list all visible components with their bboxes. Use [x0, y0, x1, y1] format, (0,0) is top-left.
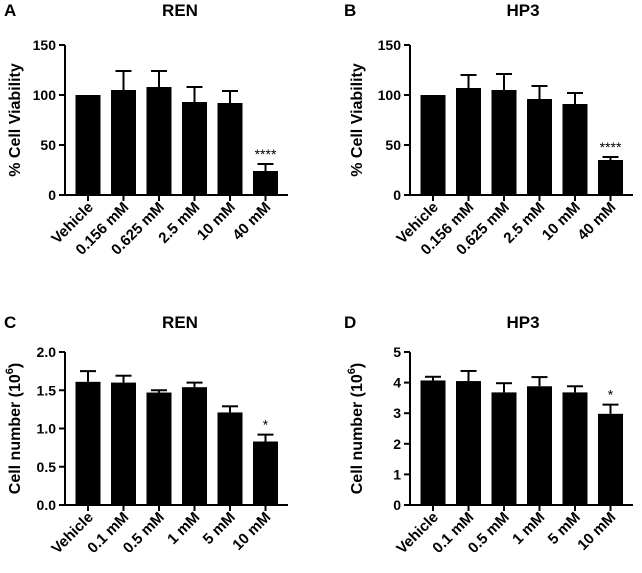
bar-0-1-mm [456, 381, 481, 505]
y-axis-label: % Cell Viability [7, 63, 24, 177]
y-tick-label: 50 [40, 137, 56, 153]
x-tick-label: 10 mM [194, 199, 239, 244]
y-axis-label: Cell number (106) [346, 363, 366, 494]
y-tick-label: 5 [393, 344, 401, 360]
chart-title: HP3 [506, 1, 539, 20]
chart-title: REN [162, 1, 198, 20]
panel-letter: B [344, 1, 356, 20]
bar-0-1-mm [111, 382, 136, 505]
x-tick-label: 10 mM [539, 199, 584, 244]
bar-2-5-mm [182, 102, 207, 195]
panel-letter: A [4, 1, 16, 20]
y-tick-label: 1.0 [37, 421, 57, 437]
y-tick-label: 1 [393, 466, 401, 482]
x-tick-label: 40 mM [574, 199, 619, 244]
y-axis-label: % Cell Viability [349, 63, 366, 177]
significance-marker: * [608, 387, 614, 403]
y-tick-label: 4 [393, 375, 401, 391]
bar-1-mm [182, 387, 207, 505]
bar-vehicle [420, 95, 446, 195]
bar-vehicle [420, 380, 446, 505]
y-tick-label: 50 [385, 137, 401, 153]
y-tick-label: 1.5 [37, 382, 57, 398]
chart-title: HP3 [506, 313, 539, 332]
bar-0-156-mm [456, 88, 481, 195]
x-tick-label: 1 mM [509, 509, 548, 548]
y-tick-label: 100 [33, 87, 57, 103]
significance-marker: **** [255, 146, 277, 162]
bar-2-5-mm [527, 99, 552, 195]
bar-0-625-mm [491, 90, 517, 195]
x-tick-label: 40 mM [229, 199, 274, 244]
bar-1-mm [527, 386, 552, 505]
panel-letter: C [4, 313, 16, 332]
bar-40-mm [253, 171, 278, 195]
x-tick-label: 10 mM [229, 509, 274, 554]
significance-marker: **** [600, 139, 622, 155]
y-tick-label: 2 [393, 436, 401, 452]
bar-0-625-mm [146, 87, 172, 195]
bar-5-mm [217, 412, 243, 505]
significance-marker: * [263, 417, 269, 433]
bar-vehicle [75, 381, 101, 505]
chart-panel-b: B HP3% Cell Viability050100150Vehicle0.15… [344, 1, 633, 259]
bar-10-mm [598, 413, 623, 505]
y-tick-label: 2.0 [37, 344, 57, 360]
chart-panel-a: A REN% Cell Viability050100150Vehicle0.15… [4, 1, 288, 259]
bar-10-mm [562, 104, 588, 195]
bar-0-156-mm [111, 90, 136, 195]
y-tick-label: 0 [393, 497, 401, 513]
chart-title: REN [162, 313, 198, 332]
bar-10-mm [217, 103, 243, 195]
x-tick-label: 10 mM [574, 509, 619, 554]
y-tick-label: 100 [378, 87, 402, 103]
y-tick-label: 150 [33, 37, 57, 53]
bar-vehicle [75, 95, 101, 195]
bar-40-mm [598, 160, 623, 195]
bar-0-5-mm [491, 392, 517, 505]
x-tick-label: 1 mM [164, 509, 203, 548]
y-axis-label: Cell number (106) [4, 363, 24, 494]
bar-10-mm [253, 441, 278, 505]
y-tick-label: 3 [393, 405, 401, 421]
panel-letter: D [344, 313, 356, 332]
bar-0-5-mm [146, 392, 172, 505]
y-tick-label: 0.0 [37, 497, 57, 513]
y-tick-label: 0.5 [37, 459, 57, 475]
y-tick-label: 0 [48, 187, 56, 203]
y-tick-label: 0 [393, 187, 401, 203]
y-tick-label: 150 [378, 37, 402, 53]
bar-5-mm [562, 392, 588, 505]
